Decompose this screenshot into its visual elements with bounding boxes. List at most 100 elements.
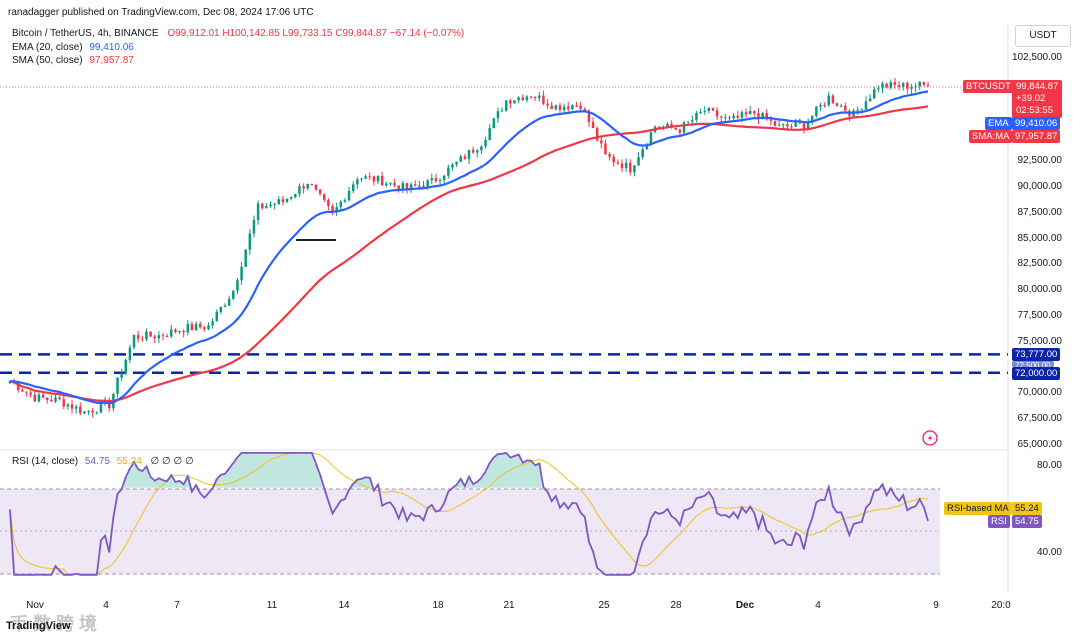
candle-body <box>364 176 367 179</box>
candle-body <box>108 401 111 409</box>
candle-body <box>612 156 615 163</box>
candle-body <box>438 180 442 182</box>
candle-body <box>600 140 603 144</box>
lightning-icon <box>922 430 938 446</box>
candle-body <box>161 335 165 337</box>
candle-body <box>504 100 508 111</box>
candle-body <box>769 119 773 121</box>
candle-body <box>141 338 144 340</box>
time-tick-label: 7 <box>174 600 180 611</box>
currency-selector[interactable]: USDT <box>1015 25 1071 47</box>
candle-body <box>50 399 53 402</box>
candle-body <box>136 335 140 339</box>
tradingview-logo[interactable]: TradingView <box>6 620 71 632</box>
level-hidden-badge: 72,500.00 <box>1012 361 1054 367</box>
price-tick-label: 102,500.00 <box>1011 52 1062 63</box>
candle-body <box>33 394 37 402</box>
candle-body <box>74 406 78 409</box>
time-tick-label: Dec <box>735 600 755 611</box>
candle-body <box>54 397 57 402</box>
candle-body <box>546 103 549 106</box>
candle-body <box>145 331 148 340</box>
candle-body <box>558 105 562 111</box>
candle-body <box>657 126 661 128</box>
candle-body <box>674 127 677 130</box>
candle-body <box>773 120 777 126</box>
candle-body <box>422 185 425 188</box>
candle-body <box>893 82 897 85</box>
candle-body <box>629 162 632 173</box>
candle-body <box>500 110 504 112</box>
candle-body <box>331 206 334 213</box>
candle-body <box>509 100 512 104</box>
candle-body <box>178 330 181 333</box>
rsi-badge: 54.75 <box>1012 515 1042 528</box>
candle-body <box>281 199 285 202</box>
sma-tag: SMA:MA <box>969 130 1013 143</box>
candle-body <box>385 183 388 186</box>
candle-body <box>864 101 868 110</box>
ema-label: EMA (20, close) <box>12 42 83 53</box>
candle-body <box>513 100 516 104</box>
candle-body <box>401 183 405 191</box>
price-badge: 99,844.87 +39.02 02:53:55 <box>1012 80 1063 118</box>
time-tick-label: 18 <box>432 600 444 611</box>
candle-body <box>538 95 541 99</box>
candle-body <box>550 105 553 110</box>
candle-body <box>897 84 901 87</box>
candle-body <box>720 116 723 118</box>
candle-body <box>37 394 41 402</box>
legend-ema-row[interactable]: EMA (20, close) 99,410.06 <box>12 42 134 53</box>
candle-body <box>21 390 24 392</box>
candle-body <box>124 360 128 374</box>
legend-rsi-row[interactable]: RSI (14, close) 54.75 55.24 ∅ ∅ ∅ ∅ <box>12 456 194 467</box>
candle-body <box>83 411 86 414</box>
candle-body <box>476 150 479 153</box>
time-tick-label: 20:0 <box>991 600 1011 611</box>
candle-body <box>620 163 624 169</box>
candle-body <box>327 199 330 207</box>
legend-sma-row[interactable]: SMA (50, close) 97,957.87 <box>12 55 134 66</box>
candle-body <box>219 306 223 312</box>
candle-body <box>87 410 90 412</box>
candle-body <box>372 176 376 182</box>
candle-body <box>294 194 297 198</box>
candle-body <box>418 185 421 187</box>
candle-body <box>823 105 826 107</box>
time-tick-label: 11 <box>266 600 278 611</box>
candle-body <box>368 176 371 178</box>
candle-body <box>17 383 20 391</box>
candle-body <box>256 203 260 221</box>
candle-body <box>856 109 859 111</box>
candle-body <box>616 162 620 164</box>
ema-20-line <box>9 90 929 405</box>
ema-price-badge: 99,410.06 <box>1012 117 1061 130</box>
candle-body <box>691 119 694 122</box>
candle-body <box>666 123 669 127</box>
candle-body <box>525 96 529 101</box>
candle-body <box>480 146 483 151</box>
candle-body <box>310 183 314 185</box>
candle-body <box>236 280 239 291</box>
candle-body <box>198 323 202 328</box>
candle-body <box>695 113 698 120</box>
candle-body <box>248 233 252 250</box>
candle-body <box>604 143 607 155</box>
candle-body <box>351 184 355 192</box>
candle-body <box>571 105 574 110</box>
price-tick-label: 92,500.00 <box>1017 155 1063 167</box>
candle-body <box>529 96 533 98</box>
candle-body <box>724 117 727 119</box>
price-tick-label: 67,500.00 <box>1017 413 1063 425</box>
candle-body <box>389 182 392 184</box>
candle-body <box>380 175 384 186</box>
rsi-extra-values: ∅ ∅ ∅ ∅ <box>150 456 194 467</box>
candle-body <box>748 111 752 115</box>
candle-body <box>99 403 103 413</box>
candle-body <box>41 394 45 398</box>
candle-body <box>223 305 227 307</box>
candle-body <box>736 115 740 118</box>
candle-body <box>926 84 930 86</box>
candle-body <box>252 220 256 234</box>
